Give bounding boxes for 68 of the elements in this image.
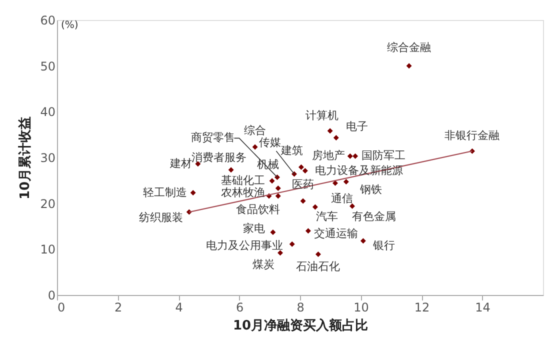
- annotation: 有色金属: [352, 210, 396, 224]
- point: [406, 63, 412, 69]
- y-tick-label: 30: [40, 151, 56, 165]
- point: [352, 153, 358, 159]
- point: [305, 228, 311, 234]
- y-axis-title: 10月累计收益: [18, 116, 34, 200]
- point: [343, 179, 349, 185]
- point: [270, 229, 276, 235]
- annotation: 石油石化: [296, 260, 340, 274]
- point: [333, 135, 339, 141]
- annotation: (%): [61, 20, 78, 31]
- annotation: 房地产: [312, 149, 346, 162]
- annotation: 综合金融: [387, 40, 432, 54]
- x-tick-label: 14: [475, 300, 490, 314]
- point: [190, 190, 196, 196]
- annotation: 建筑: [280, 144, 304, 158]
- annotation: 钢铁: [359, 182, 382, 196]
- y-tick-label: 60: [40, 14, 56, 28]
- annotation: 基础化工: [221, 174, 266, 187]
- x-tick-label: 10: [354, 300, 369, 314]
- y-tick-label: 20: [40, 196, 56, 211]
- y-tick-label: 0: [48, 288, 56, 302]
- annotation: 商贸零售: [191, 131, 236, 144]
- annotation: 电力及公用事业: [206, 239, 284, 252]
- annotation: 汽车: [316, 210, 338, 223]
- point: [312, 204, 318, 210]
- point: [302, 168, 308, 174]
- annotation: 煤炭: [252, 258, 274, 271]
- point: [300, 198, 306, 204]
- annotation: 轻工制造: [143, 186, 188, 199]
- annotation: 银行: [372, 238, 396, 252]
- point: [228, 167, 234, 173]
- annotation: 通信: [331, 192, 354, 206]
- y-tick-label: 10: [40, 242, 56, 257]
- point: [278, 250, 283, 256]
- x-axis-title: 10月净融资买入额占比: [232, 318, 368, 334]
- point: [360, 238, 366, 244]
- annotation: 消费者服务: [192, 150, 247, 164]
- point: [275, 185, 281, 191]
- annotation: 家电: [242, 222, 265, 236]
- point: [289, 241, 295, 247]
- annotation: 纺织服装: [139, 211, 184, 224]
- point: [347, 153, 353, 159]
- y-tick-label: 40: [40, 105, 56, 120]
- x-tick-label: 6: [236, 300, 244, 314]
- annotation: 非银行金融: [444, 129, 500, 142]
- annotation: 国防军工: [361, 149, 406, 162]
- annotation: 农林牧渔: [221, 186, 266, 199]
- annotation: 食品饮料: [236, 203, 280, 216]
- x-tick-label: 0: [58, 300, 66, 314]
- point: [350, 203, 355, 209]
- point: [298, 164, 304, 170]
- x-tick-label: 12: [414, 300, 430, 314]
- y-tick-label: 50: [40, 59, 56, 74]
- x-tick-label: 2: [114, 300, 122, 314]
- x-tick-label: 8: [296, 300, 304, 314]
- annotation: 电子: [346, 120, 368, 133]
- annotation: 传媒: [259, 136, 282, 149]
- x-tick-label: 4: [175, 300, 183, 314]
- point: [327, 128, 333, 134]
- annotation: 交通运输: [314, 226, 358, 240]
- point: [252, 144, 258, 150]
- point: [315, 251, 321, 257]
- annotation: 计算机: [306, 108, 339, 122]
- annotation: 建材: [168, 156, 192, 170]
- point: [269, 178, 275, 184]
- annotation: 综合: [244, 124, 266, 137]
- point: [275, 193, 281, 199]
